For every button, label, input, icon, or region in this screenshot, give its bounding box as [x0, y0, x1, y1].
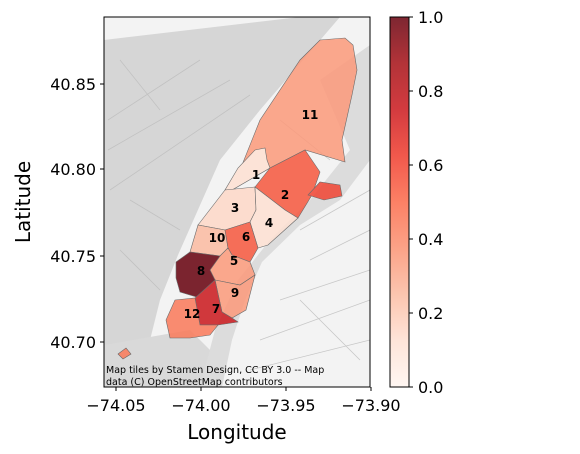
- y-tick-label: 40.75: [50, 247, 96, 266]
- region-label-2: 2: [281, 188, 289, 202]
- region-labels: 11 1 2 3 4 10 6 5 8 9 7 12: [184, 108, 319, 321]
- colorbar-frame: [389, 16, 410, 388]
- x-tick-label: −73.90: [341, 396, 400, 415]
- region-label-5: 5: [230, 254, 238, 268]
- attribution: Map tiles by Stamen Design, CC BY 3.0 --…: [106, 365, 324, 388]
- region-label-12: 12: [184, 307, 201, 321]
- y-tick-labels: 40.85 40.80 40.75 40.70: [50, 75, 96, 352]
- x-tick-label: −74.00: [171, 396, 230, 415]
- region-label-4: 4: [265, 216, 273, 230]
- colorbar: 0.0 0.2 0.4 0.6 0.8 1.0: [389, 8, 443, 397]
- harbor: [104, 330, 210, 387]
- axes-frame: [103, 16, 371, 388]
- colorbar-tick-label: 0.6: [418, 156, 443, 175]
- x-tick-label: −73.95: [256, 396, 315, 415]
- y-tick-label: 40.80: [50, 160, 96, 179]
- y-axis-label: Latitude: [11, 161, 35, 243]
- region-1: [224, 147, 271, 191]
- attribution-line-1: Map tiles by Stamen Design, CC BY 3.0 --…: [106, 365, 324, 376]
- x-tick-labels: −74.05 −74.00 −73.95 −73.90: [86, 396, 400, 415]
- region-label-9: 9: [231, 286, 239, 300]
- choropleth-layer: [117, 37, 358, 360]
- colorbar-tick-labels: 0.0 0.2 0.4 0.6 0.8 1.0: [418, 8, 443, 397]
- x-tick-label: −74.05: [86, 396, 145, 415]
- hudson-river: [104, 17, 340, 387]
- region-label-6: 6: [242, 230, 250, 244]
- colorbar-tick-label: 0.2: [418, 304, 443, 323]
- x-tick-marks: [115, 387, 372, 391]
- y-tick-marks: [100, 83, 104, 343]
- region-label-8: 8: [197, 264, 205, 278]
- colorbar-tick-label: 0.8: [418, 82, 443, 101]
- colorbar-tick-label: 0.0: [418, 378, 443, 397]
- east-extension: [307, 181, 343, 201]
- region-label-10: 10: [209, 231, 226, 245]
- x-axis-label: Longitude: [187, 420, 286, 444]
- colorbar-tick-label: 1.0: [418, 8, 443, 27]
- region-label-1: 1: [252, 168, 260, 182]
- southwest-fragment: [117, 347, 132, 360]
- colorbar-tick-marks: [409, 16, 413, 388]
- y-tick-label: 40.70: [50, 333, 96, 352]
- colorbar-gradient: [390, 17, 409, 387]
- y-tick-label: 40.85: [50, 75, 96, 94]
- region-label-11: 11: [302, 108, 319, 122]
- region-12: [165, 297, 219, 339]
- attribution-line-2: data (C) OpenStreetMap contributors: [106, 377, 283, 388]
- region-4: [249, 186, 299, 249]
- region-label-3: 3: [231, 201, 239, 215]
- colorbar-tick-label: 0.4: [418, 230, 443, 249]
- region-label-7: 7: [212, 302, 220, 316]
